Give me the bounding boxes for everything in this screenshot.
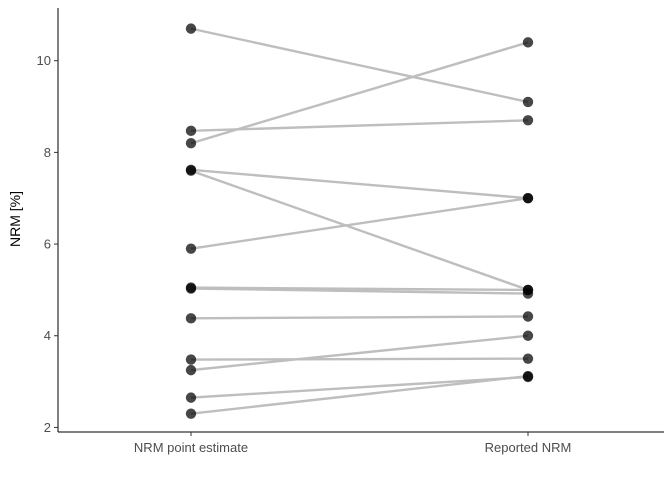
point-reported-8 xyxy=(522,288,534,299)
point-estimate-13 xyxy=(185,408,197,419)
point-reported-3 xyxy=(522,37,534,48)
pair-line-8 xyxy=(190,287,529,295)
pair-line-10 xyxy=(190,357,529,361)
y-tick-label-2: 2 xyxy=(44,420,51,435)
point-estimate-6 xyxy=(185,243,197,254)
point-estimate-5 xyxy=(185,165,197,176)
point-estimate-3 xyxy=(185,138,197,149)
pair-line-1 xyxy=(190,27,529,104)
point-estimate-1 xyxy=(185,23,197,34)
pair-line-4 xyxy=(190,168,529,200)
pair-line-13 xyxy=(190,374,529,415)
point-reported-11 xyxy=(522,330,534,341)
point-reported-6 xyxy=(522,193,534,204)
pair-line-9 xyxy=(190,315,529,320)
pair-line-5 xyxy=(190,169,529,292)
point-estimate-10 xyxy=(185,354,197,365)
pair-line-6 xyxy=(190,197,529,250)
point-estimate-11 xyxy=(185,364,197,376)
point-reported-13 xyxy=(522,370,534,382)
pair-line-11 xyxy=(190,334,529,372)
point-estimate-9 xyxy=(185,313,197,324)
y-tick-label-10: 10 xyxy=(37,53,51,68)
point-estimate-12 xyxy=(185,392,197,403)
point-reported-2 xyxy=(522,115,534,126)
point-reported-10 xyxy=(522,353,534,364)
point-estimate-8 xyxy=(185,283,197,294)
y-tick-label-8: 8 xyxy=(44,145,51,160)
point-reported-9 xyxy=(522,311,534,322)
pair-line-2 xyxy=(190,119,529,133)
pair-line-7 xyxy=(190,286,529,292)
axes xyxy=(57,8,664,433)
pair-line-12 xyxy=(190,375,529,399)
x-tick-label-2: Reported NRM xyxy=(485,440,572,455)
y-tick-label-6: 6 xyxy=(44,237,51,252)
y-axis-ticks: 2 4 6 8 10 xyxy=(37,53,58,435)
pair-line-3 xyxy=(190,41,529,145)
data-points xyxy=(185,23,534,419)
point-estimate-2 xyxy=(185,125,197,137)
point-reported-1 xyxy=(522,96,534,108)
x-tick-label-1: NRM point estimate xyxy=(134,440,248,455)
y-axis-title: NRM [%] xyxy=(7,191,23,247)
pair-lines xyxy=(190,27,529,415)
x-axis-ticks: NRM point estimate Reported NRM xyxy=(134,432,571,455)
y-tick-label-4: 4 xyxy=(44,328,51,343)
